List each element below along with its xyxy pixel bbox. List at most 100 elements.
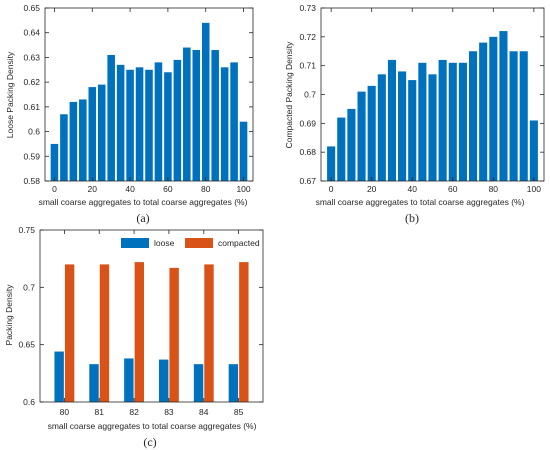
legend-c: loose compacted xyxy=(121,238,260,248)
axes-box-c xyxy=(39,229,264,403)
y-tick-label-b: 0.67 xyxy=(299,176,316,186)
legend-swatch-loose xyxy=(121,238,149,248)
bar-loose-85 xyxy=(228,364,239,402)
y-tick-label-b: 0.7 xyxy=(304,90,316,100)
y-tick-label-b: 0.71 xyxy=(299,61,316,71)
axes-frame-c xyxy=(39,229,264,403)
bar-b xyxy=(529,120,538,181)
panel-label-b: (b) xyxy=(405,211,419,225)
x-tick-label-a: 80 xyxy=(201,184,211,194)
y-tick-label-a: 0.6 xyxy=(28,127,40,137)
y-tick-label-a: 0.62 xyxy=(23,77,40,87)
bar-b xyxy=(468,51,478,181)
x-tick-label-c: 84 xyxy=(199,407,209,417)
bar-loose-82 xyxy=(124,358,134,402)
bar-a xyxy=(79,99,87,181)
bar-a xyxy=(183,47,191,181)
y-axis-label-b: Compacted Packing Density xyxy=(284,41,294,149)
bar-loose-84 xyxy=(193,364,204,402)
x-axis-label-b: small coarse aggregates to total coarse … xyxy=(316,197,525,207)
y-axis-label-a: Loose Packing Density xyxy=(5,51,15,138)
bar-a xyxy=(192,50,201,182)
x-tick-label-a: 60 xyxy=(163,184,173,194)
bar-b xyxy=(327,146,336,181)
x-tick-label-a: 100 xyxy=(236,184,250,194)
y-tick-label-a: 0.59 xyxy=(23,151,40,161)
x-tick-label-b: 20 xyxy=(367,184,377,194)
panel-label-a: (a) xyxy=(136,211,149,225)
bar-a xyxy=(173,59,182,181)
bar-compacted-85 xyxy=(239,262,249,402)
bar-loose-81 xyxy=(89,364,99,402)
bars-b xyxy=(327,31,538,182)
chart-panel-a: 0.58 0.59 0.6 0.61 0.62 0.63 0.64 0.65 0 20 40 60 8… xyxy=(5,3,254,225)
x-tick-label-b: 0 xyxy=(329,184,334,194)
x-tick-label-b: 80 xyxy=(489,184,499,194)
bar-b xyxy=(458,62,467,181)
y-ticks-a: 0.58 0.59 0.6 0.61 0.62 0.63 0.64 0.65 xyxy=(23,3,253,186)
bar-b xyxy=(428,74,437,181)
y-axis-label-c: Packing Density xyxy=(4,284,14,346)
bar-a xyxy=(154,62,163,181)
x-tick-label-c: 81 xyxy=(95,407,105,417)
bar-a xyxy=(60,114,68,181)
bar-b xyxy=(398,71,407,181)
y-tick-label-a: 0.63 xyxy=(23,52,40,62)
y-tick-label-b: 0.68 xyxy=(299,147,316,157)
y-tick-label-a: 0.61 xyxy=(23,102,40,112)
bar-a xyxy=(88,87,97,181)
axes-box-b xyxy=(320,7,545,182)
x-tick-label-b: 60 xyxy=(448,184,458,194)
bar-compacted-80 xyxy=(64,264,75,402)
bar-b xyxy=(357,91,366,181)
bar-a xyxy=(50,143,59,181)
bar-b xyxy=(408,80,417,181)
x-tick-label-c: 80 xyxy=(60,407,70,417)
bar-b xyxy=(509,51,518,181)
bar-loose-83 xyxy=(158,359,169,402)
bar-a xyxy=(116,64,125,181)
bar-a xyxy=(145,69,153,181)
chart-panel-c: 0.6 0.65 0.7 0.75 80 81 82 83 84 85 loose compac… xyxy=(4,225,264,449)
bar-b xyxy=(337,117,346,181)
bar-a xyxy=(164,72,172,181)
bar-a xyxy=(69,101,78,181)
bar-b xyxy=(519,51,528,181)
axes-frame-b xyxy=(320,7,545,182)
x-tick-label-c: 83 xyxy=(164,407,174,417)
bar-a xyxy=(97,84,106,181)
x-tick-label-c: 85 xyxy=(234,407,244,417)
y-tick-label-c: 0.7 xyxy=(23,282,35,292)
bar-a xyxy=(239,121,248,181)
bar-a xyxy=(201,22,210,182)
chart-panel-b: 0.67 0.68 0.69 0.7 0.71 0.72 0.73 0 20 40 60 80 100… xyxy=(284,3,545,225)
x-tick-label-b: 100 xyxy=(527,184,541,194)
bar-b xyxy=(377,74,386,181)
y-tick-label-c: 0.75 xyxy=(18,225,35,235)
legend-swatch-compacted xyxy=(185,238,213,248)
bar-b xyxy=(418,62,427,181)
legend-label-compacted: compacted xyxy=(218,238,260,248)
bar-a xyxy=(126,69,134,181)
legend-label-loose: loose xyxy=(154,238,175,248)
bar-compacted-82 xyxy=(134,262,145,402)
y-tick-label-a: 0.65 xyxy=(23,3,40,13)
x-tick-label-a: 20 xyxy=(88,184,98,194)
x-axis-label-a: small coarse aggregates to total coarse … xyxy=(39,197,248,207)
bar-b xyxy=(489,36,498,182)
x-ticks-b: 0 20 40 60 80 100 xyxy=(329,8,541,194)
y-tick-label-b: 0.73 xyxy=(299,3,316,13)
bar-a xyxy=(135,67,144,181)
bar-compacted-81 xyxy=(99,264,110,402)
x-ticks-a: 0 20 40 60 80 100 xyxy=(52,8,251,194)
x-ticks-c: 80 81 82 83 84 85 xyxy=(60,230,244,417)
bar-a xyxy=(211,50,219,182)
bar-b xyxy=(387,59,397,181)
axes-frame-a xyxy=(44,7,254,182)
panel-label-c: (c) xyxy=(143,435,156,449)
y-tick-label-c: 0.6 xyxy=(23,397,35,407)
y-tick-label-b: 0.72 xyxy=(299,32,316,42)
y-tick-label-c: 0.65 xyxy=(18,340,35,350)
bar-b xyxy=(347,108,356,181)
